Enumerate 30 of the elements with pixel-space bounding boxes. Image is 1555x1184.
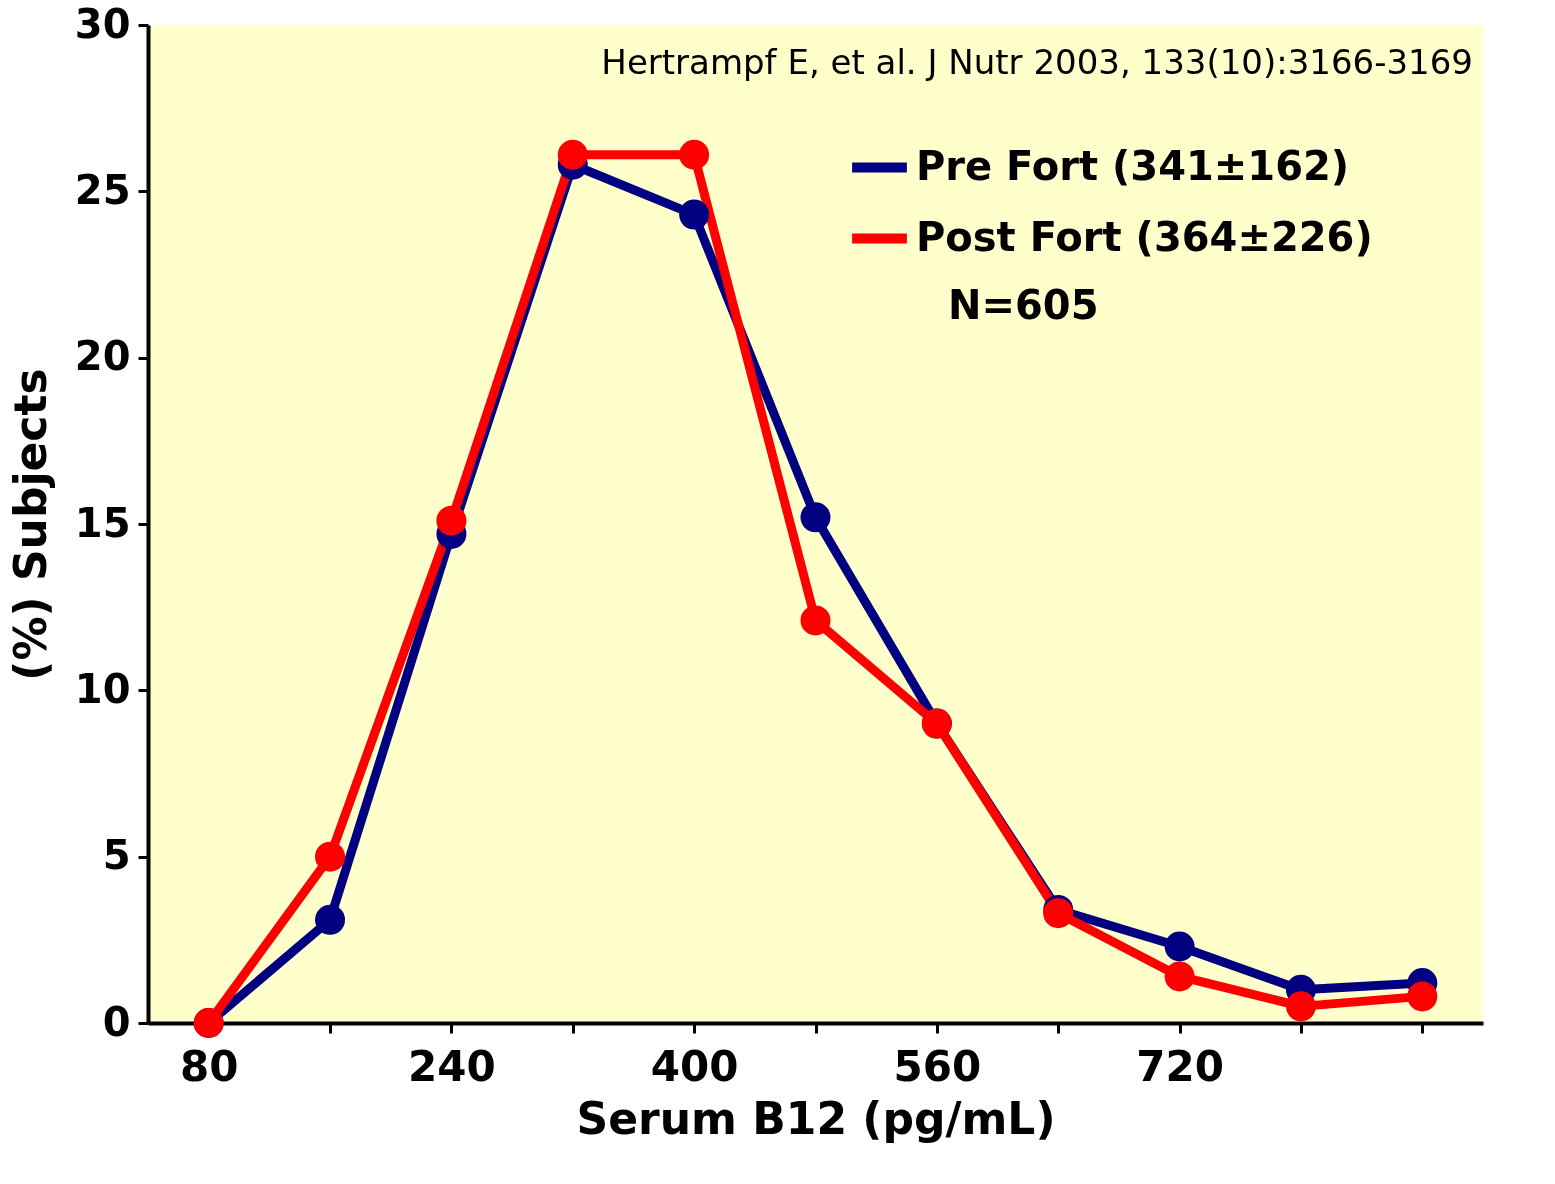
annotation: N=605 [948,282,1099,328]
y-tick-label: 15 [74,499,131,546]
point [1285,991,1316,1022]
point [1164,931,1195,962]
x-tick-label: 720 [1136,1041,1224,1091]
point [315,841,346,872]
point [1164,961,1195,992]
x-tick-label: 560 [893,1041,982,1091]
annotation: Hertrampf E, et al. J Nutr 2003, 133(10):3166-3169 [601,42,1473,82]
y-tick-label: 10 [74,665,131,712]
legend-label: Post Fort (364±226) [916,213,1373,260]
y-axis-title: (%) Subjects [4,368,56,681]
x-tick-label: 240 [408,1041,496,1091]
x-axis-title: Serum B12 (pg/mL) [576,1092,1056,1144]
x-tick-label: 80 [179,1041,239,1091]
y-tick-label: 5 [102,832,131,879]
x-tick-label: 400 [650,1041,739,1091]
point [679,139,710,170]
point [557,139,588,170]
y-tick-label: 20 [74,333,131,380]
point [800,502,831,533]
point [315,904,346,935]
point [436,505,467,536]
y-tick-label: 30 [74,0,131,47]
y-tick-label: 0 [102,998,131,1045]
legend-label: Pre Fort (341±162) [916,142,1350,189]
point [800,605,831,636]
y-tick-label: 25 [74,166,131,213]
point [1407,981,1438,1012]
point [679,199,710,230]
